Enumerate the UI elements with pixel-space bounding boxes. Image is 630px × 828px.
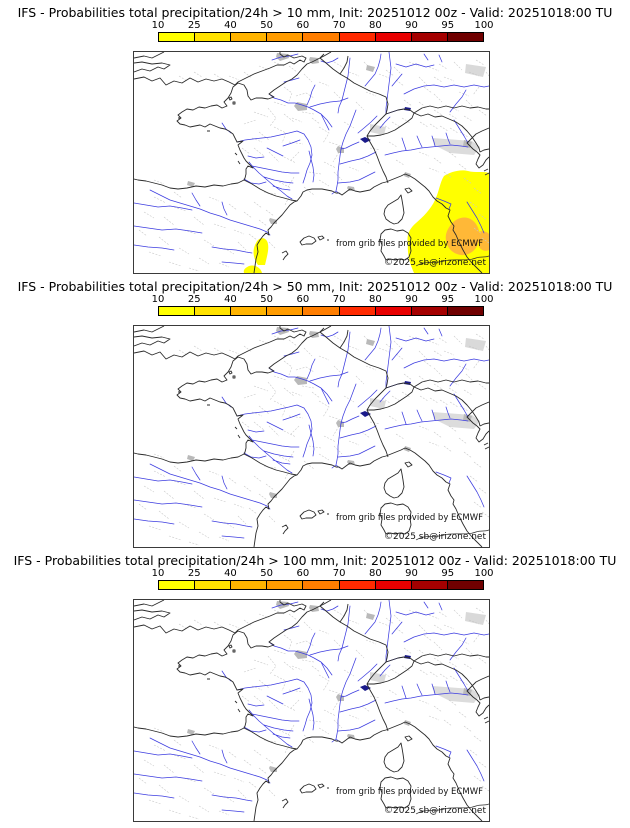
colorbar-tick: 95 xyxy=(441,20,455,31)
colorbar-tick: 25 xyxy=(187,568,201,579)
colorbar-segment xyxy=(231,33,268,41)
colorbar-segment xyxy=(339,307,376,315)
colorbar-segment xyxy=(339,581,376,589)
colorbar-segment xyxy=(411,307,448,315)
colorbar-ticks: 10 25 40 50 60 70 80 90 95 100 xyxy=(152,20,494,32)
colorbar-tick: 10 xyxy=(151,568,165,579)
colorbar-tick: 90 xyxy=(405,20,418,31)
colorbar-tick: 50 xyxy=(260,568,274,579)
colorbar-tick: 70 xyxy=(332,20,346,31)
colorbar-gradient xyxy=(158,32,484,42)
colorbar-tick: 40 xyxy=(224,568,237,579)
colorbar-tick: 70 xyxy=(332,568,346,579)
colorbar-segment xyxy=(447,307,483,315)
colorbar-segment xyxy=(231,307,268,315)
colorbar-segment xyxy=(267,307,304,315)
colorbar-tick: 40 xyxy=(224,20,237,31)
colorbar-segment xyxy=(231,581,268,589)
precipitation-map-10mm: from grib files provided by ECMWF ©2025 … xyxy=(133,51,490,274)
colorbar-tick: 95 xyxy=(441,568,455,579)
panel-title: IFS - Probabilities total precipitation/… xyxy=(13,553,617,568)
colorbar-segment xyxy=(267,33,304,41)
panel-prob-100mm: IFS - Probabilities total precipitation/… xyxy=(0,548,630,822)
colorbar-tick: 40 xyxy=(224,294,237,305)
colorbar-tick: 100 xyxy=(474,294,494,305)
panel-prob-10mm: IFS - Probabilities total precipitation/… xyxy=(0,0,630,274)
colorbar-segment xyxy=(195,33,232,41)
colorbar-segment xyxy=(447,33,483,41)
colorbar-tick: 95 xyxy=(441,294,455,305)
colorbar-segment xyxy=(159,581,196,589)
probability-colorbar: 10 25 40 50 60 70 80 90 95 100 xyxy=(152,294,494,316)
colorbar-segment xyxy=(375,581,412,589)
colorbar-tick: 10 xyxy=(151,20,165,31)
colorbar-tick: 25 xyxy=(187,294,201,305)
colorbar-segment xyxy=(303,581,340,589)
precipitation-map-50mm xyxy=(133,325,490,548)
colorbar-tick: 10 xyxy=(151,294,165,305)
colorbar-tick: 70 xyxy=(332,294,346,305)
colorbar-tick: 60 xyxy=(296,20,310,31)
colorbar-segment xyxy=(375,307,412,315)
colorbar-tick: 80 xyxy=(368,294,382,305)
probability-colorbar: 10 25 40 50 60 70 80 90 95 100 xyxy=(152,20,494,42)
colorbar-tick: 100 xyxy=(474,20,494,31)
colorbar-tick: 50 xyxy=(260,20,274,31)
colorbar-gradient xyxy=(158,580,484,590)
precipitation-map-100mm xyxy=(133,599,490,822)
colorbar-segment xyxy=(303,307,340,315)
colorbar-tick: 80 xyxy=(368,20,382,31)
colorbar-segment xyxy=(267,581,304,589)
colorbar-gradient xyxy=(158,306,484,316)
colorbar-tick: 60 xyxy=(296,568,310,579)
colorbar-tick: 25 xyxy=(187,20,201,31)
colorbar-tick: 90 xyxy=(405,568,418,579)
colorbar-ticks: 10 25 40 50 60 70 80 90 95 100 xyxy=(152,568,494,580)
basemap-instance xyxy=(134,600,489,821)
colorbar-segment xyxy=(303,33,340,41)
colorbar-segment xyxy=(195,581,232,589)
colorbar-segment xyxy=(339,33,376,41)
colorbar-tick: 50 xyxy=(260,294,274,305)
colorbar-segment xyxy=(159,307,196,315)
colorbar-tick: 90 xyxy=(405,294,418,305)
basemap-instance xyxy=(134,52,489,273)
colorbar-segment xyxy=(375,33,412,41)
colorbar-segment xyxy=(411,33,448,41)
colorbar-segment xyxy=(447,581,483,589)
colorbar-segment xyxy=(159,33,196,41)
panel-title: IFS - Probabilities total precipitation/… xyxy=(17,279,613,294)
basemap-instance xyxy=(134,326,489,547)
probability-colorbar: 10 25 40 50 60 70 80 90 95 100 xyxy=(152,568,494,590)
colorbar-segment xyxy=(411,581,448,589)
panel-title: IFS - Probabilities total precipitation/… xyxy=(17,5,613,20)
panel-prob-50mm: IFS - Probabilities total precipitation/… xyxy=(0,274,630,548)
colorbar-tick: 80 xyxy=(368,568,382,579)
colorbar-tick: 60 xyxy=(296,294,310,305)
colorbar-ticks: 10 25 40 50 60 70 80 90 95 100 xyxy=(152,294,494,306)
colorbar-tick: 100 xyxy=(474,568,494,579)
colorbar-segment xyxy=(195,307,232,315)
